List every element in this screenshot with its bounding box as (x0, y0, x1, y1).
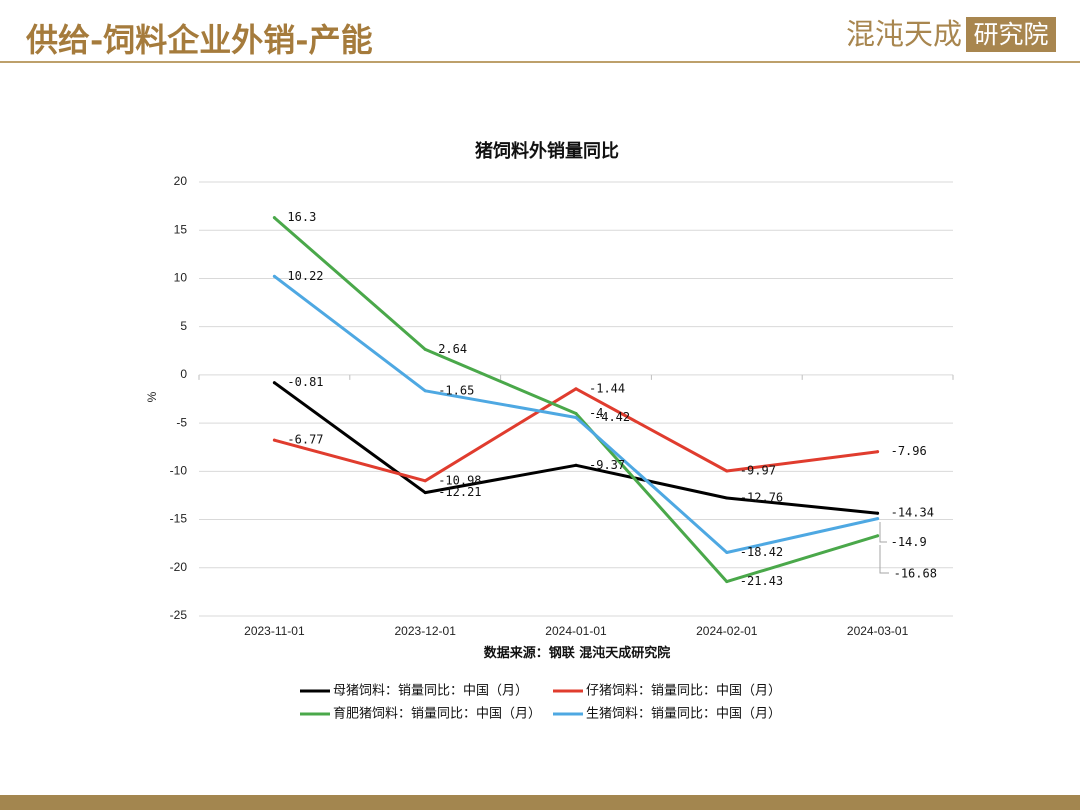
data-point (876, 517, 880, 521)
y-tick-label: 20 (174, 174, 188, 188)
data-point (725, 551, 729, 555)
y-axis-label: % (145, 391, 159, 402)
logo-seal: 研究院 (966, 17, 1056, 52)
y-tick-label: 10 (174, 271, 188, 285)
data-labels: -0.81 -12.21 -9.37 -12.76 -14.34 -6.77 -10.98 -… (287, 210, 937, 588)
label-leader-line (879, 545, 889, 574)
legend-label: 育肥猪饲料：销量同比：中国（月） (333, 706, 541, 722)
data-point (272, 438, 276, 442)
data-point (574, 416, 578, 420)
data-label: -18.42 (740, 545, 783, 559)
slide-title: 供给-饲料企业外销-产能 (26, 21, 373, 59)
chart-source: 数据来源：钢联 混沌天成研究院 (484, 645, 671, 661)
data-label: 16.3 (287, 210, 316, 224)
y-tick-label: -15 (170, 512, 188, 526)
x-tick-label: 2024-01-01 (545, 624, 607, 638)
data-point (423, 491, 427, 495)
chart-title: 猪饲料外销量同比 (474, 140, 619, 162)
y-tick-label: -20 (170, 560, 188, 574)
y-tick-label: -5 (176, 415, 187, 429)
data-point (423, 347, 427, 351)
data-label: -14.34 (891, 506, 934, 520)
data-label: -16.68 (894, 566, 937, 580)
x-tick-label: 2024-02-01 (696, 624, 758, 638)
data-label: -10.98 (438, 473, 481, 487)
y-tick-label: -10 (170, 464, 188, 478)
data-label: -9.37 (589, 458, 625, 472)
y-tick-label: 0 (180, 367, 187, 381)
header-divider (0, 61, 1080, 63)
data-label: -6.77 (287, 433, 323, 447)
data-point (423, 389, 427, 393)
legend-label: 仔猪饲料：销量同比：中国（月） (586, 684, 781, 699)
x-tick-label: 2023-11-01 (244, 624, 305, 638)
data-label: -7.96 (891, 444, 927, 458)
footer-bar (0, 795, 1080, 810)
data-label: -12.21 (438, 485, 481, 499)
data-point (876, 511, 880, 515)
series-lines (272, 216, 880, 584)
series-line (272, 216, 880, 584)
data-point (876, 450, 880, 454)
data-label: 10.22 (287, 269, 323, 283)
data-point (725, 580, 729, 584)
data-point (574, 463, 578, 467)
axes: 20 15 10 5 0 -5 -10 -15 -20 -25 2023-11-01 2023-12-… (170, 174, 954, 638)
legend-label: 母猪饲料：销量同比：中国（月） (333, 684, 528, 699)
series-line (272, 381, 880, 515)
data-label: -4.42 (594, 410, 630, 424)
data-label: -9.97 (740, 464, 776, 478)
data-point (272, 274, 276, 278)
legend-label: 生猪饲料：销量同比：中国（月） (586, 707, 781, 722)
data-label: -1.44 (589, 381, 625, 395)
logo-text: 混沌天成 (846, 17, 963, 51)
data-label: -21.43 (740, 574, 783, 588)
data-label: -1.65 (438, 383, 474, 397)
data-label: -0.81 (287, 375, 323, 389)
x-tick-label: 2024-03-01 (847, 624, 909, 638)
data-point (725, 469, 729, 473)
y-tick-label: 5 (180, 319, 187, 333)
data-point (574, 387, 578, 391)
legend: 母猪饲料：销量同比：中国（月） 仔猪饲料：销量同比：中国（月） 育肥猪饲料：销量同比… (300, 684, 781, 722)
data-label: -12.76 (740, 490, 783, 504)
y-tick-label: -25 (170, 608, 188, 622)
label-leader-line (879, 522, 887, 543)
data-point (272, 381, 276, 385)
series-line (272, 387, 880, 483)
data-point (725, 496, 729, 500)
data-label: 2.64 (438, 342, 467, 356)
data-point (876, 534, 880, 538)
data-label: -14.9 (891, 535, 927, 549)
data-point (423, 479, 427, 483)
data-point (272, 216, 276, 220)
data-point (574, 411, 578, 415)
x-tick-label: 2023-12-01 (395, 624, 457, 638)
data-label: -4 (589, 406, 603, 420)
y-tick-label: 15 (174, 222, 188, 236)
gridlines (199, 181, 953, 617)
